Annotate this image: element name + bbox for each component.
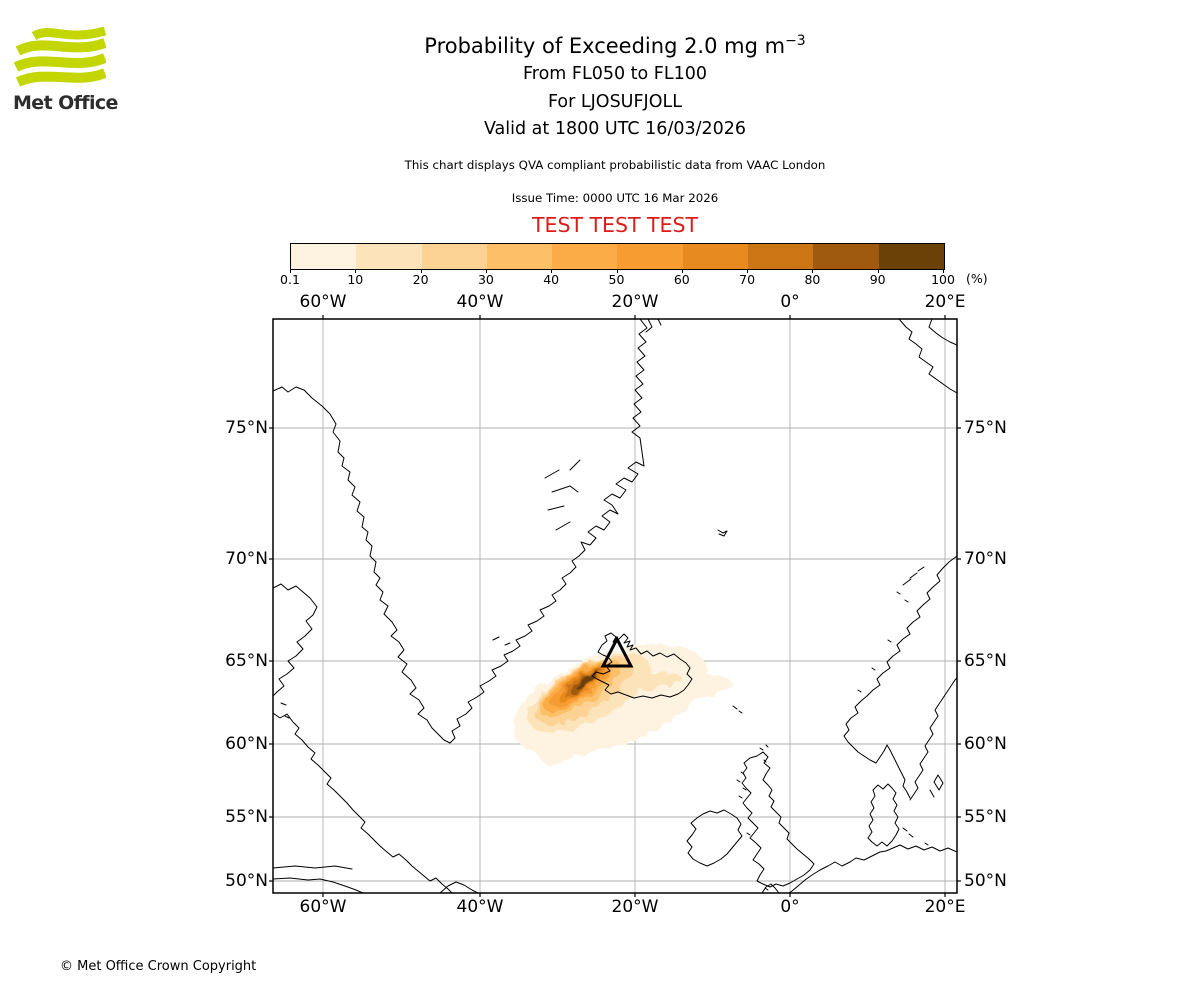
lon-label-top: 20°E	[924, 292, 966, 312]
colorbar-segment	[421, 244, 487, 269]
lat-label-left: 60°N	[225, 734, 268, 754]
lon-label-top: 60°W	[299, 292, 347, 312]
colorbar-tick-label: 70	[739, 272, 756, 287]
colorbar-tick	[551, 269, 553, 273]
coast-labrador	[273, 712, 453, 893]
colorbar-tick	[943, 269, 944, 273]
ash-plume	[512, 644, 732, 766]
coast-europe	[761, 844, 957, 893]
colorbar-tick	[812, 269, 814, 273]
colorbar-tick	[290, 269, 291, 273]
colorbar-tick-label: 90	[869, 272, 886, 287]
colorbar-tick-label: 50	[608, 272, 625, 287]
lon-label-bottom: 20°E	[924, 897, 966, 917]
coast-baffin	[273, 583, 318, 719]
title-exponent: −3	[785, 33, 806, 49]
lat-label-right: 65°N	[964, 651, 1007, 671]
lat-label-right: 50°N	[964, 871, 1007, 891]
lat-label-left: 50°N	[225, 871, 268, 891]
lat-label-right: 75°N	[964, 418, 1007, 438]
map-canvas	[269, 315, 961, 897]
logo-brand-text: Met Office	[13, 92, 118, 114]
lon-label-top: 40°W	[456, 292, 504, 312]
coast-baltic	[909, 677, 957, 801]
map-ticks	[269, 315, 961, 897]
colorbar-tick-label: 10	[347, 272, 364, 287]
lat-label-left: 70°N	[225, 549, 268, 569]
lon-label-bottom: 40°W	[456, 897, 504, 917]
probability-colorbar	[290, 243, 945, 270]
lon-label-bottom: 0°	[780, 897, 800, 917]
colorbar-tick-label: 30	[477, 272, 494, 287]
plume-level-90	[576, 672, 598, 690]
map-frame	[272, 318, 958, 894]
colorbar-tick-label: 80	[804, 272, 821, 287]
colorbar-segment	[356, 244, 422, 269]
colorbar-tick	[747, 269, 749, 273]
lat-label-left: 75°N	[225, 418, 268, 438]
colorbar-tick	[355, 269, 357, 273]
colorbar-segment	[748, 244, 814, 269]
subtitle-flight-levels: From FL050 to FL100	[522, 64, 708, 84]
coast-greenland	[273, 319, 648, 744]
colorbar-tick-label: 60	[673, 272, 690, 287]
colorbar-tick-label: 0.1	[280, 272, 300, 287]
colorbar-tick	[877, 269, 879, 273]
lat-label-right: 60°N	[964, 734, 1007, 754]
colorbar-segment	[291, 244, 357, 269]
subtitle-valid-time: Valid at 1800 UTC 16/03/2026	[483, 119, 747, 139]
colorbar-unit: (%)	[966, 271, 988, 286]
page-title: Probability of Exceeding 2.0 mg m−3	[424, 33, 806, 58]
coast-denmark	[867, 783, 914, 847]
graticule	[273, 319, 957, 893]
colorbar-segment	[617, 244, 683, 269]
volcano-marker-icon	[600, 635, 634, 668]
qva-description: This chart displays QVA compliant probab…	[404, 158, 826, 172]
subtitle-block: From FL050 to FL100 For LJOSUFJOLL Valid…	[273, 61, 957, 144]
test-banner: TEST TEST TEST	[531, 213, 699, 237]
coast-ireland	[686, 809, 743, 867]
lon-label-bottom: 60°W	[299, 897, 347, 917]
met-office-logo	[14, 26, 106, 87]
colorbar-segment	[486, 244, 553, 269]
lon-label-top: 0°	[780, 292, 800, 312]
colorbar-tick-label: 20	[412, 272, 429, 287]
coast-iceland	[591, 632, 693, 699]
copyright-text: © Met Office Crown Copyright	[60, 959, 257, 974]
lat-label-left: 65°N	[225, 651, 268, 671]
lon-label-bottom: 20°W	[611, 897, 659, 917]
coast-great-britain	[741, 751, 815, 888]
lon-label-top: 20°W	[611, 292, 659, 312]
colorbar-segment	[813, 244, 879, 269]
colorbar-tick	[485, 269, 487, 273]
lat-label-left: 55°N	[225, 807, 268, 827]
lat-label-right: 55°N	[964, 807, 1007, 827]
coast-norway	[843, 555, 957, 799]
issue-time: Issue Time: 0000 UTC 16 Mar 2026	[511, 191, 719, 205]
colorbar-tick	[681, 269, 683, 273]
logo-waves-icon	[14, 26, 106, 87]
colorbar-segment	[552, 244, 618, 269]
plume-level-10	[622, 672, 682, 690]
coast-topright	[898, 319, 957, 394]
colorbar-tick	[420, 269, 422, 273]
colorbar-segment	[682, 244, 749, 269]
colorbar-segment	[878, 244, 944, 269]
coastlines	[273, 319, 957, 893]
colorbar-tick	[616, 269, 618, 273]
colorbar-tick-label: 100	[931, 272, 955, 287]
colorbar-tick-label: 40	[543, 272, 560, 287]
subtitle-volcano: For LJOSUFJOLL	[547, 91, 682, 112]
lat-label-right: 70°N	[964, 549, 1007, 569]
